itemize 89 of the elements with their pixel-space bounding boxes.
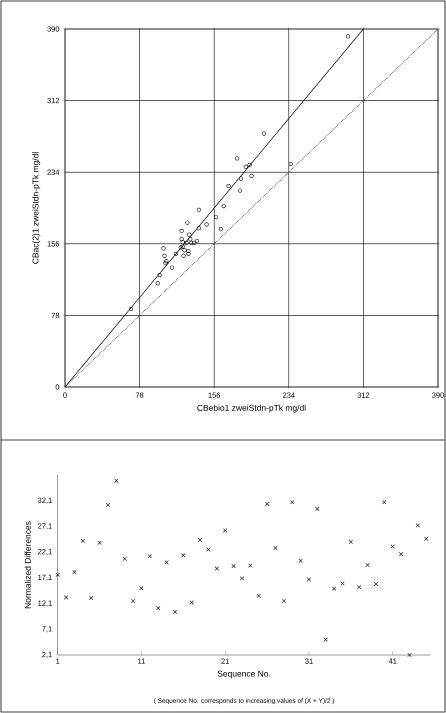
point: [222, 204, 226, 208]
point: [196, 208, 201, 212]
point: [185, 220, 190, 225]
x-axis-title: CBebio1 zweiStdn-pTk mg/dl: [197, 404, 306, 413]
point: [72, 570, 77, 574]
point: [214, 566, 219, 571]
point: [348, 540, 353, 544]
point: [170, 266, 174, 270]
point: [332, 586, 336, 591]
point: [182, 254, 186, 258]
point: [156, 281, 160, 286]
point: [365, 562, 370, 568]
point: [106, 502, 110, 507]
point: [97, 540, 102, 546]
point: [158, 272, 162, 278]
point: [382, 500, 386, 504]
point: [290, 500, 294, 504]
point: [223, 528, 228, 533]
point: [235, 156, 240, 161]
point: [273, 546, 278, 550]
point: [424, 536, 428, 541]
point: [282, 598, 286, 604]
point: [89, 596, 94, 600]
point: [156, 606, 160, 610]
point: [306, 577, 312, 582]
point: [398, 552, 404, 556]
point: [218, 227, 223, 232]
point: [184, 240, 189, 245]
point: [206, 547, 211, 552]
point: [346, 34, 350, 38]
point: [182, 248, 187, 252]
point: [298, 558, 303, 564]
point: [240, 576, 244, 581]
point: [114, 478, 118, 483]
point: [226, 184, 231, 188]
point: [161, 246, 166, 250]
point: [374, 582, 378, 586]
y-axis-title: CBac(2)1 zweiStdn-pTk mg/dl: [32, 152, 40, 264]
point: [256, 594, 261, 598]
point: [122, 556, 127, 561]
point: [249, 174, 254, 178]
point: [187, 232, 192, 237]
point: [80, 538, 85, 543]
point: [244, 164, 248, 169]
point: [192, 240, 196, 245]
point: [238, 176, 244, 181]
point: [64, 595, 68, 600]
point: [238, 188, 242, 193]
point: [390, 544, 395, 549]
point: [190, 600, 194, 605]
point: [174, 252, 178, 256]
point: [164, 560, 169, 565]
point: [340, 581, 345, 586]
point: [196, 226, 201, 230]
point: [248, 563, 252, 568]
y-axis-title: Normalized Differences: [24, 521, 31, 608]
point: [315, 506, 320, 512]
point: [416, 523, 420, 528]
point: [324, 637, 328, 642]
point: [262, 132, 266, 136]
point: [56, 572, 60, 577]
point: [163, 260, 168, 266]
point: [188, 237, 192, 242]
point: [186, 249, 190, 254]
point: [180, 228, 184, 234]
point: [194, 238, 200, 244]
point: [130, 598, 136, 604]
point: [231, 564, 236, 568]
point: [180, 237, 184, 242]
point: [198, 538, 202, 542]
point: [148, 554, 152, 558]
point: [128, 306, 134, 312]
point: [288, 162, 293, 166]
point: [189, 240, 194, 245]
point: [214, 215, 218, 220]
point: [204, 222, 209, 227]
point: [178, 245, 183, 250]
point: [181, 553, 186, 558]
x-axis-title: Sequence No.: [218, 670, 270, 678]
point: [186, 252, 190, 256]
point: [180, 244, 185, 249]
point: [264, 502, 270, 506]
point: [172, 610, 178, 614]
point: [162, 254, 167, 258]
point: [357, 584, 362, 590]
point: [407, 652, 412, 658]
point: [139, 586, 144, 590]
point: [247, 162, 252, 167]
point: [164, 259, 168, 264]
